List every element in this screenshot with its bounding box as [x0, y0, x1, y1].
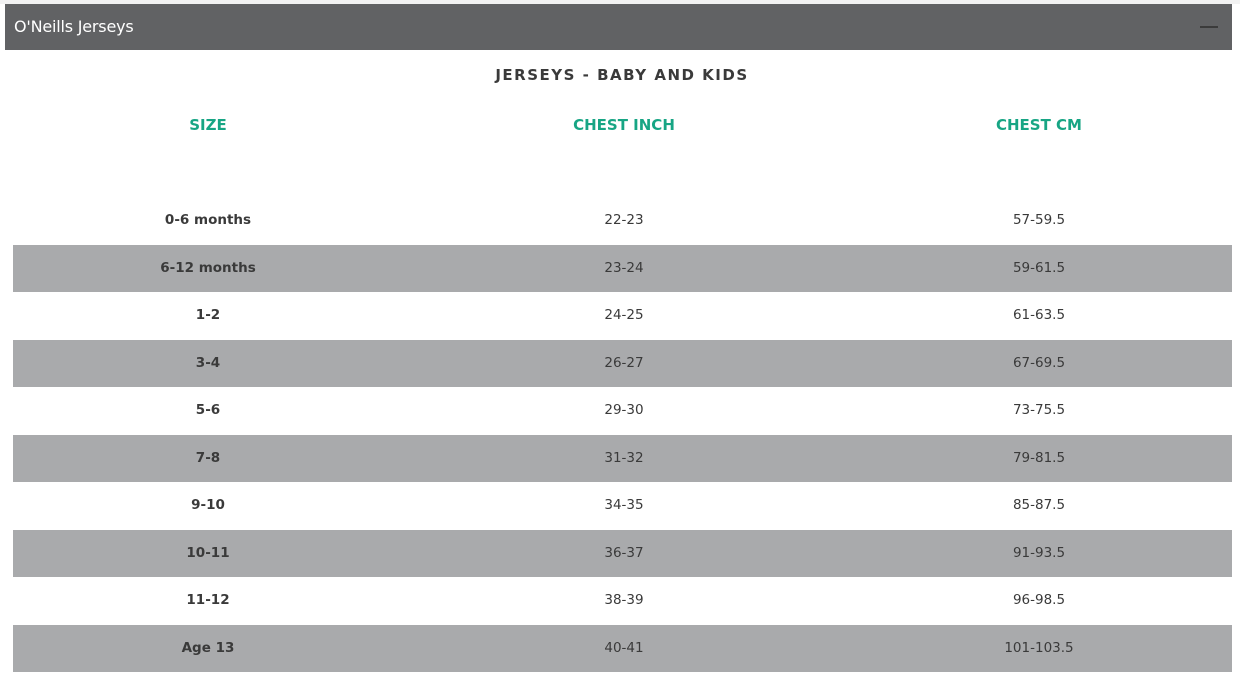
column-header-size: SIZE	[189, 116, 227, 134]
size-cell: 9-10	[191, 497, 225, 513]
table-row: 7-8 31-32 79-81.5	[13, 434, 1232, 482]
chest-cm-cell: 79-81.5	[1012, 449, 1066, 466]
table-row: 1-2 24-25 61-63.5	[13, 292, 1232, 340]
chest-inch-cell: 22-23	[604, 212, 644, 228]
chest-inch-cell: 24-25	[604, 307, 644, 323]
table-row: 10-11 36-37 91-93.5	[13, 529, 1232, 577]
size-cell: 7-8	[195, 449, 221, 466]
chest-cm-cell: 57-59.5	[1012, 212, 1066, 228]
table-row: 0-6 months 22-23 57-59.5	[13, 197, 1232, 245]
size-cell: 3-4	[195, 354, 221, 371]
chest-inch-cell: 26-27	[604, 354, 644, 371]
accordion-header: O'Neills Jerseys	[5, 4, 1232, 50]
chest-cm-cell: 59-61.5	[1012, 259, 1066, 276]
size-cell: 6-12 months	[160, 259, 256, 276]
chest-cm-cell: 73-75.5	[1012, 402, 1066, 418]
table-title: JERSEYS - BABY AND KIDS	[495, 66, 749, 84]
chest-cm-cell: 85-87.5	[1012, 497, 1066, 513]
chest-inch-cell: 36-37	[604, 544, 644, 561]
size-cell: 1-2	[195, 307, 221, 323]
chest-inch-cell: 40-41	[604, 639, 644, 656]
column-header-chest-cm: CHEST CM	[995, 116, 1082, 134]
chest-cm-cell: 91-93.5	[1012, 544, 1066, 561]
chest-cm-cell: 101-103.5	[1004, 639, 1074, 656]
table-row: 3-4 26-27 67-69.5	[13, 339, 1232, 387]
chest-cm-cell: 61-63.5	[1012, 307, 1066, 323]
panel-title: O'Neills Jerseys	[14, 17, 134, 36]
table-row: 5-6 29-30 73-75.5	[13, 387, 1232, 435]
chest-inch-cell: 29-30	[604, 402, 644, 418]
table-header: SIZE CHEST INCH CHEST CM	[13, 116, 1232, 138]
table-row: Age 13 40-41 101-103.5	[13, 624, 1232, 672]
column-header-chest-inch: CHEST INCH	[573, 116, 675, 134]
size-cell: 10-11	[186, 544, 230, 561]
table-row: 11-12 38-39 96-98.5	[13, 577, 1232, 625]
top-strip	[0, 0, 1240, 4]
size-cell: Age 13	[181, 639, 235, 656]
table-row: 9-10 34-35 85-87.5	[13, 482, 1232, 530]
chest-cm-cell: 96-98.5	[1012, 592, 1066, 608]
minus-icon[interactable]	[1200, 26, 1218, 28]
size-cell: 11-12	[186, 592, 230, 608]
chest-inch-cell: 34-35	[604, 497, 644, 513]
chest-inch-cell: 23-24	[604, 259, 644, 276]
chest-inch-cell: 38-39	[604, 592, 644, 608]
size-cell: 5-6	[195, 402, 221, 418]
chest-cm-cell: 67-69.5	[1012, 354, 1066, 371]
table-row: 6-12 months 23-24 59-61.5	[13, 244, 1232, 292]
chest-inch-cell: 31-32	[604, 449, 644, 466]
table-body: 0-6 months 22-23 57-59.5 6-12 months 23-24 59…	[13, 197, 1232, 672]
size-cell: 0-6 months	[164, 212, 252, 228]
